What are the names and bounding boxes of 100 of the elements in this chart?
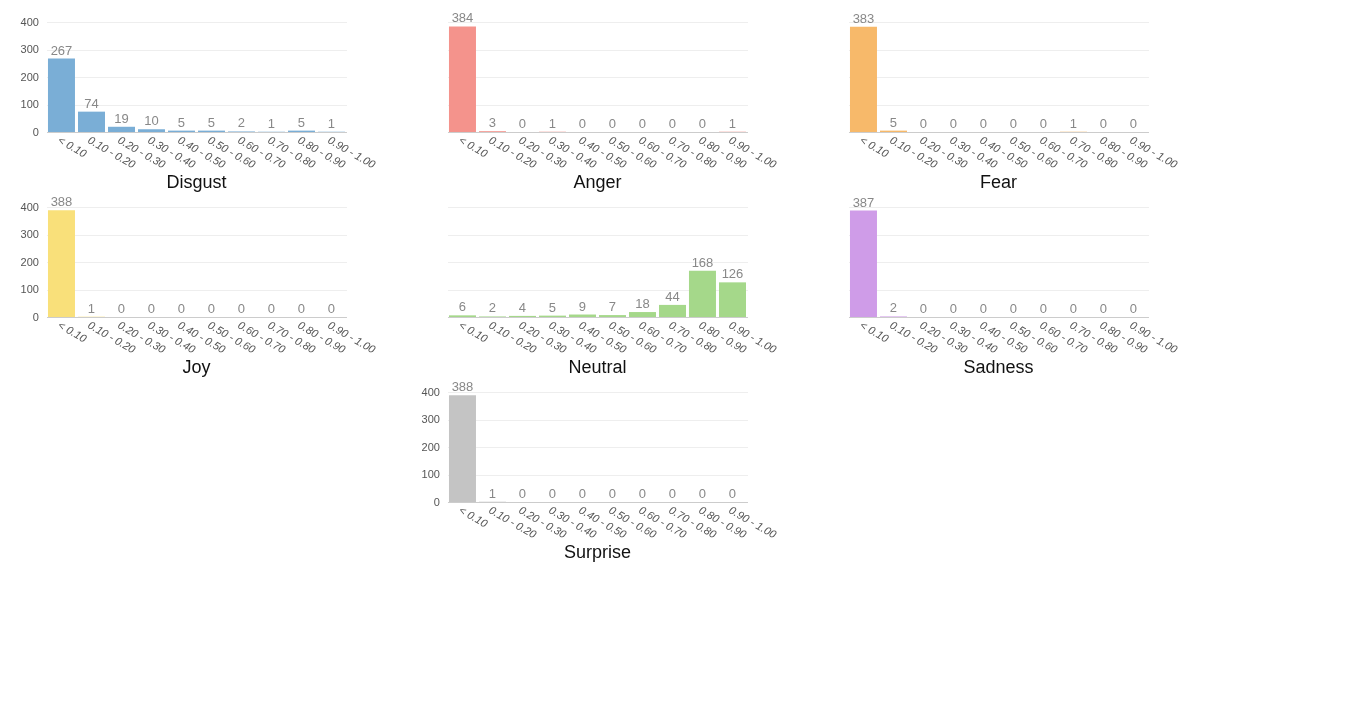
data-label: 0 bbox=[638, 116, 647, 131]
y-tick-label: 100 bbox=[421, 468, 440, 480]
data-label: 0 bbox=[578, 486, 587, 501]
data-label: 74 bbox=[84, 95, 99, 111]
bar bbox=[688, 270, 716, 317]
data-label: 0 bbox=[668, 116, 677, 131]
y-tick-label: 400 bbox=[20, 200, 39, 213]
data-label: 5 bbox=[207, 114, 216, 130]
data-label: 1 bbox=[267, 115, 276, 131]
data-label: 5 bbox=[889, 114, 898, 130]
y-tick-label: 200 bbox=[421, 440, 440, 453]
data-label: 388 bbox=[50, 194, 73, 210]
data-label: 1 bbox=[728, 115, 737, 131]
y-tick-label: 0 bbox=[433, 495, 440, 508]
data-label: 5 bbox=[548, 299, 557, 315]
data-label: 18 bbox=[635, 296, 650, 312]
bar bbox=[107, 126, 135, 132]
data-label: 6 bbox=[458, 299, 467, 315]
text: Fear bbox=[979, 171, 1017, 192]
y-tick-label: 0 bbox=[32, 125, 39, 138]
data-label: 19 bbox=[114, 110, 129, 126]
y-tick-label: 0 bbox=[32, 310, 39, 323]
bar bbox=[628, 312, 656, 317]
data-label: 1 bbox=[488, 485, 497, 501]
data-label: 0 bbox=[1009, 301, 1018, 316]
data-label: 0 bbox=[207, 301, 216, 316]
data-label: 1 bbox=[87, 300, 96, 316]
y-tick-label: 300 bbox=[421, 413, 440, 425]
text: Joy bbox=[182, 356, 211, 377]
data-label: 0 bbox=[177, 301, 186, 316]
bar bbox=[137, 129, 165, 132]
bar bbox=[77, 111, 105, 132]
data-label: 0 bbox=[919, 116, 928, 131]
data-label: 168 bbox=[691, 254, 714, 270]
data-label: 3 bbox=[488, 115, 497, 131]
data-label: 44 bbox=[665, 288, 680, 304]
y-tick-label: 200 bbox=[20, 70, 39, 83]
y-tick-label: 100 bbox=[20, 98, 39, 110]
data-label: 0 bbox=[1069, 301, 1078, 316]
data-label: 0 bbox=[1009, 116, 1018, 131]
data-label: 387 bbox=[852, 194, 875, 210]
data-label: 0 bbox=[1099, 116, 1108, 131]
data-label: 0 bbox=[698, 116, 707, 131]
y-tick-label: 400 bbox=[20, 15, 39, 28]
data-label: 2 bbox=[488, 300, 497, 316]
text: Disgust bbox=[166, 171, 227, 192]
data-label: 0 bbox=[1129, 116, 1138, 131]
data-label: 0 bbox=[237, 301, 246, 316]
data-label: 0 bbox=[327, 301, 336, 316]
text: Surprise bbox=[563, 541, 631, 562]
data-label: 0 bbox=[608, 486, 617, 501]
data-label: 0 bbox=[548, 486, 557, 501]
bar bbox=[718, 282, 746, 317]
data-label: 0 bbox=[608, 116, 617, 131]
bar bbox=[47, 58, 75, 132]
data-label: 0 bbox=[578, 116, 587, 131]
data-label: 0 bbox=[147, 301, 156, 316]
data-label: 0 bbox=[638, 486, 647, 501]
data-label: 384 bbox=[451, 10, 474, 26]
data-label: 383 bbox=[852, 10, 875, 26]
data-label: 2 bbox=[889, 300, 898, 316]
data-label: 1 bbox=[548, 115, 557, 131]
data-label: 126 bbox=[721, 266, 744, 282]
data-label: 1 bbox=[1069, 115, 1078, 131]
data-label: 0 bbox=[698, 486, 707, 501]
data-label: 267 bbox=[50, 42, 73, 58]
data-label: 4 bbox=[518, 299, 527, 315]
data-label: 0 bbox=[518, 116, 527, 131]
y-tick-label: 300 bbox=[20, 228, 39, 240]
data-label: 2 bbox=[237, 115, 246, 131]
data-label: 9 bbox=[578, 298, 587, 314]
data-label: 0 bbox=[728, 486, 737, 501]
y-tick-label: 300 bbox=[20, 43, 39, 55]
bar bbox=[658, 304, 686, 317]
data-label: 0 bbox=[919, 301, 928, 316]
data-label: 0 bbox=[979, 116, 988, 131]
y-tick-label: 100 bbox=[20, 283, 39, 295]
data-label: 0 bbox=[1099, 301, 1108, 316]
data-label: 7 bbox=[608, 299, 617, 315]
data-label: 5 bbox=[297, 114, 306, 130]
data-label: 0 bbox=[117, 301, 126, 316]
data-label: 0 bbox=[979, 301, 988, 316]
data-label: 0 bbox=[297, 301, 306, 316]
data-label: 0 bbox=[949, 116, 958, 131]
data-label: 0 bbox=[949, 301, 958, 316]
y-tick-label: 400 bbox=[421, 385, 440, 398]
data-label: 5 bbox=[177, 114, 186, 130]
data-label: 0 bbox=[1039, 301, 1048, 316]
data-label: 0 bbox=[1129, 301, 1138, 316]
data-label: 0 bbox=[1039, 116, 1048, 131]
data-label: 0 bbox=[518, 486, 527, 501]
y-tick-label: 200 bbox=[20, 255, 39, 268]
text: Neutral bbox=[568, 356, 627, 377]
data-label: 388 bbox=[451, 379, 474, 395]
text: Anger bbox=[573, 171, 622, 192]
data-label: 0 bbox=[668, 486, 677, 501]
text: Sadness bbox=[963, 356, 1034, 377]
data-label: 0 bbox=[267, 301, 276, 316]
data-label: 1 bbox=[327, 115, 336, 131]
data-label: 10 bbox=[144, 113, 159, 129]
